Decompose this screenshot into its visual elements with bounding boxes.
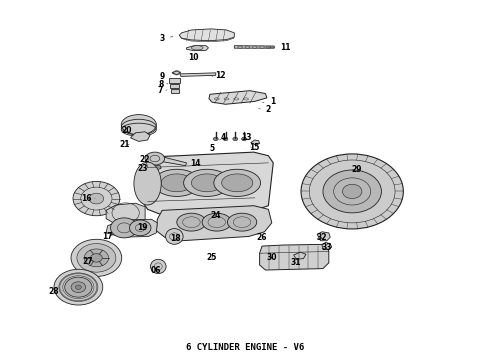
Ellipse shape <box>134 162 161 205</box>
Text: 7: 7 <box>158 86 167 95</box>
Ellipse shape <box>77 244 116 272</box>
Ellipse shape <box>84 249 109 267</box>
Text: 30: 30 <box>267 253 277 262</box>
Text: 21: 21 <box>119 140 129 149</box>
Ellipse shape <box>73 181 120 216</box>
Text: 9: 9 <box>160 72 171 81</box>
Ellipse shape <box>129 220 151 236</box>
Ellipse shape <box>161 174 193 192</box>
Polygon shape <box>322 243 332 249</box>
Text: 20: 20 <box>122 126 135 135</box>
Text: 16: 16 <box>81 194 95 203</box>
Ellipse shape <box>65 277 92 297</box>
Polygon shape <box>317 232 330 241</box>
Text: 2: 2 <box>259 105 271 114</box>
Ellipse shape <box>184 169 230 197</box>
Bar <box>171 84 179 88</box>
Ellipse shape <box>75 285 81 289</box>
Text: 12: 12 <box>212 71 226 80</box>
Polygon shape <box>294 252 306 259</box>
Text: 10: 10 <box>189 53 199 62</box>
Text: 6 CYLINDER ENGINE - V6: 6 CYLINDER ENGINE - V6 <box>186 343 304 352</box>
Text: 25: 25 <box>207 253 217 262</box>
Ellipse shape <box>213 137 218 141</box>
Ellipse shape <box>145 152 165 165</box>
Polygon shape <box>179 29 234 41</box>
Text: 27: 27 <box>83 257 94 266</box>
Ellipse shape <box>177 213 206 231</box>
Text: 13: 13 <box>241 133 251 142</box>
Ellipse shape <box>242 137 246 141</box>
Text: 11: 11 <box>267 42 290 51</box>
Ellipse shape <box>71 239 122 276</box>
Text: 06: 06 <box>151 266 162 275</box>
Polygon shape <box>234 46 274 48</box>
Text: 1: 1 <box>262 97 275 106</box>
Polygon shape <box>172 71 181 75</box>
Ellipse shape <box>192 46 203 50</box>
Text: 22: 22 <box>140 155 150 164</box>
Ellipse shape <box>111 218 138 238</box>
Text: 8: 8 <box>158 80 168 89</box>
Ellipse shape <box>192 174 222 192</box>
Ellipse shape <box>343 184 362 199</box>
Polygon shape <box>181 73 216 76</box>
Text: 24: 24 <box>211 211 221 220</box>
Ellipse shape <box>214 169 261 197</box>
Polygon shape <box>148 166 161 170</box>
Text: 26: 26 <box>257 233 268 242</box>
Ellipse shape <box>54 269 103 305</box>
Ellipse shape <box>153 169 200 197</box>
Text: 15: 15 <box>249 143 260 152</box>
Bar <box>170 78 180 83</box>
Ellipse shape <box>252 46 257 48</box>
Ellipse shape <box>323 170 381 213</box>
Polygon shape <box>142 152 273 215</box>
Ellipse shape <box>150 259 166 274</box>
Text: 17: 17 <box>102 232 113 241</box>
Polygon shape <box>106 203 145 224</box>
Text: 19: 19 <box>137 222 148 231</box>
Polygon shape <box>260 244 329 270</box>
Polygon shape <box>152 157 187 166</box>
Ellipse shape <box>233 137 238 141</box>
Polygon shape <box>156 206 272 241</box>
Text: 28: 28 <box>49 287 62 296</box>
Polygon shape <box>187 46 208 51</box>
Text: 4: 4 <box>220 133 226 142</box>
Text: 23: 23 <box>137 164 148 173</box>
Text: 29: 29 <box>352 165 362 174</box>
Ellipse shape <box>59 273 98 301</box>
Text: 32: 32 <box>317 233 327 242</box>
Ellipse shape <box>238 46 243 48</box>
Text: 31: 31 <box>291 258 301 267</box>
Ellipse shape <box>89 193 104 204</box>
Text: 18: 18 <box>171 234 181 243</box>
Ellipse shape <box>166 229 183 244</box>
Text: 3: 3 <box>160 34 173 43</box>
Polygon shape <box>251 140 260 145</box>
Ellipse shape <box>266 46 271 48</box>
Text: 14: 14 <box>190 159 200 168</box>
Ellipse shape <box>301 154 403 229</box>
Ellipse shape <box>223 137 228 141</box>
Polygon shape <box>209 91 267 104</box>
Ellipse shape <box>202 213 231 231</box>
Ellipse shape <box>227 213 257 231</box>
Ellipse shape <box>221 174 253 192</box>
Ellipse shape <box>121 114 156 135</box>
Text: 5: 5 <box>209 144 215 153</box>
Polygon shape <box>106 219 157 237</box>
Ellipse shape <box>245 46 250 48</box>
Text: 33: 33 <box>321 243 332 252</box>
Ellipse shape <box>91 253 102 262</box>
Polygon shape <box>130 132 150 141</box>
Ellipse shape <box>71 282 86 293</box>
Bar <box>172 89 179 93</box>
Ellipse shape <box>260 46 265 48</box>
